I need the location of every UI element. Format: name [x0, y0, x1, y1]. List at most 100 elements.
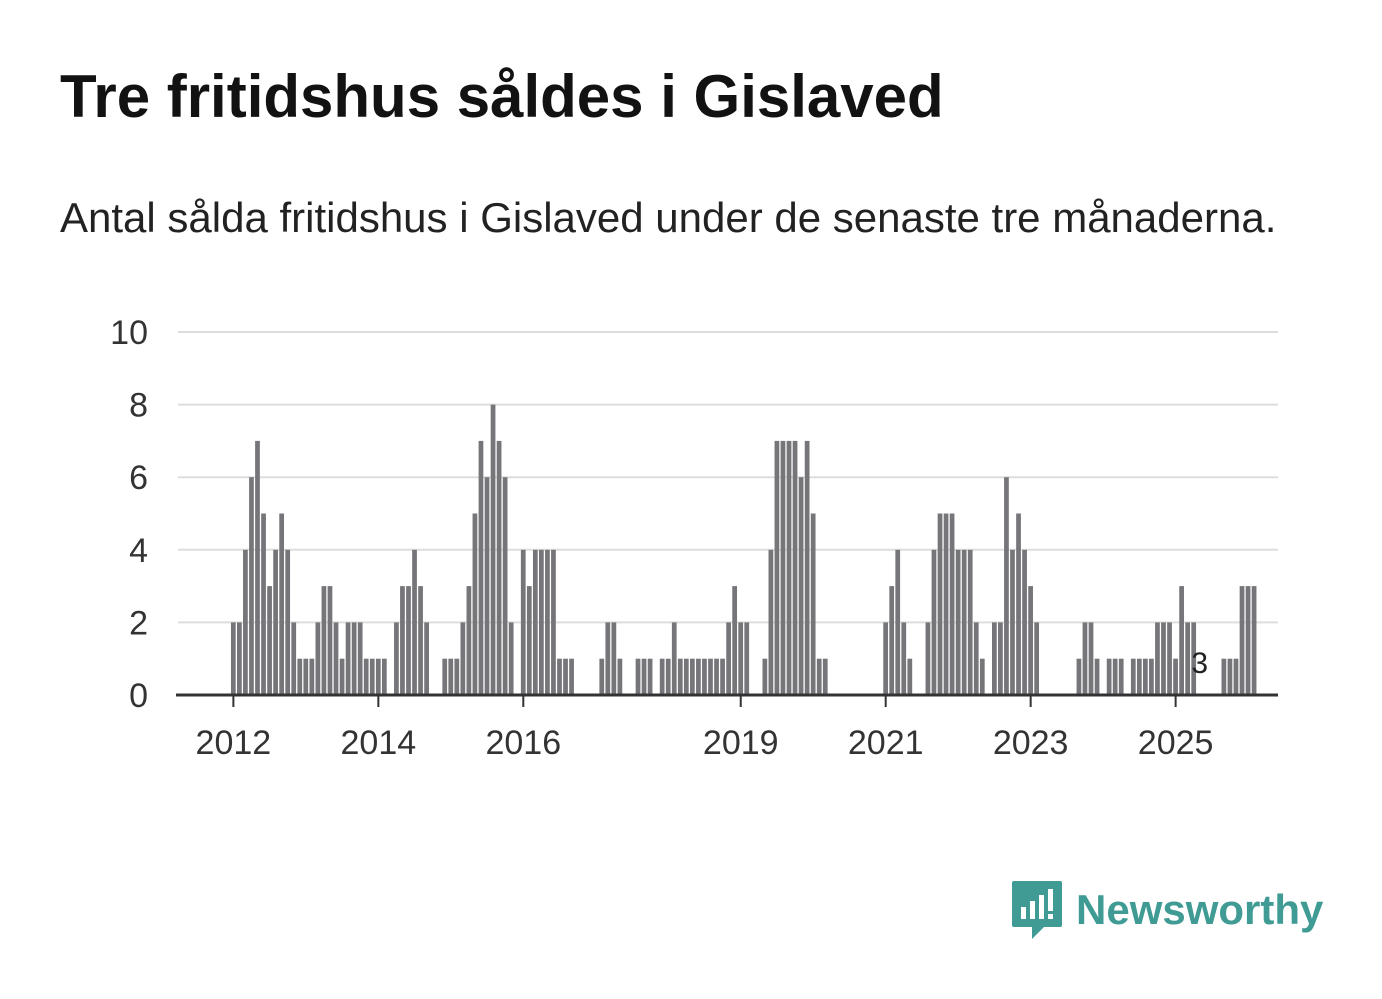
bar [798, 477, 804, 695]
bar [1010, 549, 1015, 695]
bar [816, 658, 822, 695]
bar [563, 658, 568, 695]
bar [714, 658, 719, 695]
bar [1094, 658, 1100, 695]
bar [539, 549, 544, 695]
bar [261, 513, 266, 695]
bar [1076, 658, 1082, 695]
bar [665, 658, 671, 695]
bar [545, 549, 550, 695]
bar [351, 622, 357, 695]
bar [726, 622, 731, 695]
bar [255, 440, 260, 695]
labels: 0 2 4 6 8 10 2012 2014 2016 2019 2021 2023 2025 3 [110, 314, 1213, 762]
axes [176, 693, 1278, 707]
bar [949, 513, 955, 695]
bar [611, 622, 617, 695]
bar [720, 658, 725, 695]
bar [394, 622, 399, 695]
bar [279, 513, 285, 695]
y-tick-label: 8 [129, 387, 148, 425]
bar [780, 440, 786, 695]
bar [998, 622, 1003, 695]
bar [907, 658, 913, 695]
bar [327, 586, 333, 695]
bar [889, 586, 895, 695]
bar [883, 622, 889, 695]
bar [635, 658, 641, 695]
bar [1179, 586, 1184, 695]
bar [822, 658, 828, 695]
bar [339, 658, 345, 695]
bar [1112, 658, 1118, 695]
bar [1167, 622, 1172, 695]
brand-name: Newsworthy [1076, 886, 1324, 933]
bar [810, 513, 816, 695]
bar [1239, 586, 1245, 695]
bar [1028, 586, 1033, 695]
bar [508, 622, 514, 695]
bar [979, 658, 985, 695]
bar [1022, 549, 1027, 695]
bar [569, 658, 574, 695]
bar [696, 658, 701, 695]
bar [297, 658, 303, 695]
bar [532, 549, 538, 695]
bar [1185, 622, 1191, 695]
bar [1245, 586, 1251, 695]
bar [237, 622, 242, 695]
bar [1118, 658, 1124, 695]
bar [973, 622, 979, 695]
bar [901, 622, 907, 695]
bar [677, 658, 683, 695]
bar [484, 477, 490, 695]
bar [599, 658, 605, 695]
bar [321, 586, 327, 695]
bar [490, 404, 496, 695]
bar [478, 440, 484, 695]
bar [243, 549, 248, 695]
bar [1106, 658, 1112, 695]
bar [1149, 658, 1154, 695]
bar [1034, 622, 1040, 695]
y-tick-label: 4 [129, 532, 148, 570]
bar [381, 658, 387, 695]
bar [1004, 477, 1009, 695]
bar [333, 622, 339, 695]
grid-lines [178, 331, 1278, 624]
bar [1227, 658, 1233, 695]
bar [400, 586, 405, 695]
bar [641, 658, 647, 695]
x-tick-label: 2014 [341, 724, 417, 762]
bar [424, 622, 429, 695]
bar [732, 586, 738, 695]
x-tick-label: 2016 [485, 724, 561, 762]
bar [937, 513, 943, 695]
bar [369, 658, 375, 695]
bar [309, 658, 315, 695]
bar [768, 549, 774, 695]
bar [702, 658, 707, 695]
bar [418, 586, 423, 695]
bar [412, 549, 417, 695]
page-title: Tre fritidshus såldes i Gislaved [60, 63, 944, 130]
chart-subtitle: Antal sålda fritidshus i Gislaved under … [60, 194, 1277, 241]
bar [792, 440, 798, 695]
bar [502, 477, 508, 695]
bar [762, 658, 768, 695]
x-tick-label: 2012 [196, 724, 272, 762]
bar [303, 658, 309, 695]
bar [647, 658, 653, 695]
bar [472, 513, 478, 695]
bar-chart: 0 2 4 6 8 10 2012 2014 2016 2019 2021 2023 2025 3 [110, 314, 1278, 762]
bar [273, 549, 278, 695]
bar [466, 586, 472, 695]
bar [1016, 513, 1021, 695]
bar [708, 658, 713, 695]
bar [943, 513, 949, 695]
bar [1130, 658, 1136, 695]
bar [605, 622, 611, 695]
data-label: 3 [1191, 647, 1208, 680]
brand-logo: Newsworthy [1010, 878, 1323, 942]
bar [931, 549, 937, 695]
